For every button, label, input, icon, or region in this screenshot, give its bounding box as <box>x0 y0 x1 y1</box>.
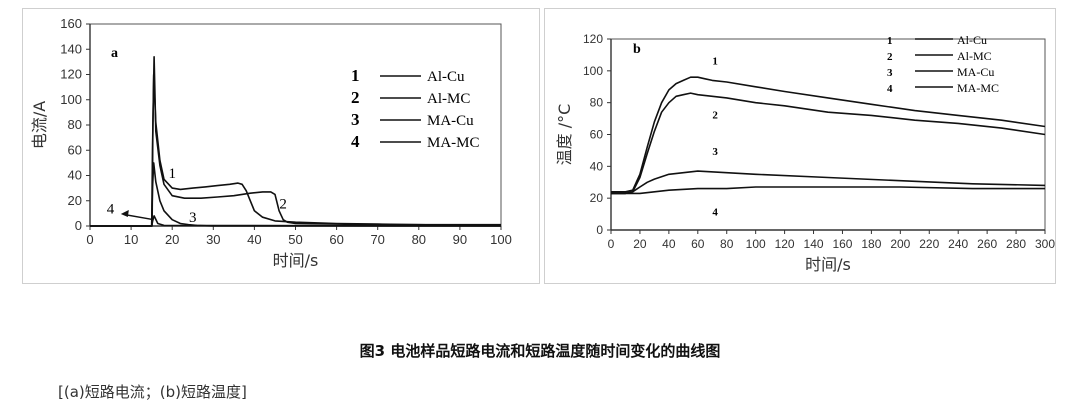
chart-a-x-tick-label: 80 <box>412 232 426 247</box>
chart-b-series-line-2 <box>611 92 1046 195</box>
chart-b-x-tick-label: 40 <box>662 237 676 251</box>
chart-a-y-tick-label: 80 <box>68 117 82 132</box>
figure-caption: 图3 电池样品短路电流和短路温度随时间变化的曲线图 <box>359 342 721 360</box>
figure-subcaption: [(a)短路电流；(b)短路温度] <box>58 383 247 401</box>
chart-a-y-tick-label: 140 <box>60 41 82 56</box>
chart-a-legend-label: Al-Cu <box>427 69 465 85</box>
chart-a-curve-label-1: 1 <box>168 166 176 182</box>
chart-b-x-tick-label: 300 <box>1035 237 1055 251</box>
chart-a-series-line-2 <box>90 56 501 227</box>
chart-a-svg: 0 10 20 30 40 50 60 70 80 90 100 0 20 40 60 80 100 120 140… <box>30 16 512 270</box>
chart-b-curve-label-3: 3 <box>712 146 718 158</box>
chart-a-y-tick-label: 60 <box>68 142 82 157</box>
chart-a-series-line-4 <box>90 215 502 227</box>
chart-b-legend-number: 2 <box>887 51 893 63</box>
chart-b-legend-label: Al-Cu <box>957 33 987 47</box>
chart-b-y-tick-label: 40 <box>590 159 604 173</box>
chart-a-x-tick-label: 20 <box>165 232 179 247</box>
chart-a-x-tick-label: 90 <box>453 232 467 247</box>
chart-b-x-tick-label: 80 <box>720 237 734 251</box>
chart-a-curve-label-2: 2 <box>279 196 287 212</box>
chart-a-y-tick-label: 120 <box>60 67 82 82</box>
chart-a-arrow-head <box>120 210 129 218</box>
chart-b-legend-number: 3 <box>887 67 893 79</box>
chart-b-legend-label: Al-MC <box>957 49 992 63</box>
chart-b-x-axis-label: 时间/s <box>805 255 851 274</box>
chart-a-x-tick-label: 30 <box>206 232 220 247</box>
chart-b-curve-label-4: 4 <box>712 207 718 219</box>
chart-b-curve-label-2: 2 <box>712 110 718 122</box>
chart-b-x-tick-label: 220 <box>919 237 939 251</box>
chart-b-x-tick-label: 180 <box>861 237 881 251</box>
chart-b-y-tick-label: 80 <box>590 96 604 110</box>
chart-b-y-tick-label: 120 <box>583 32 603 46</box>
chart-a-curve-label-4: 4 <box>107 201 115 217</box>
chart-a-x-tick-label: 70 <box>370 232 384 247</box>
chart-a-curve-label-3: 3 <box>189 210 197 226</box>
chart-b-legend-number: 1 <box>887 35 893 47</box>
chart-panel-b: 0 20 40 60 80 100 120 140 160 180 200 220 240 260 280 3… <box>544 8 1056 284</box>
chart-b-series-line-1 <box>611 76 1046 193</box>
chart-a-legend-number: 1 <box>351 66 360 85</box>
chart-a-y-tick-label: 40 <box>68 168 82 183</box>
chart-a-x-tick-label: 100 <box>490 232 512 247</box>
chart-a-y-axis-label: 电流/A <box>30 101 49 149</box>
chart-b-x-tick-label: 20 <box>633 237 647 251</box>
chart-a-y-tick-label: 20 <box>68 193 82 208</box>
chart-b-y-tick-label: 20 <box>590 191 604 205</box>
chart-a-y-tick-label: 100 <box>60 92 82 107</box>
chart-b-panel-letter: b <box>633 42 641 57</box>
chart-b-x-tick-label: 0 <box>608 237 615 251</box>
chart-b-y-axis-label: 温度 /°C <box>555 104 574 166</box>
chart-a-y-tick-label: 160 <box>60 16 82 31</box>
chart-b-x-tick-label: 280 <box>1006 237 1026 251</box>
chart-a-legend-number: 3 <box>351 110 360 129</box>
chart-a-legend-number: 4 <box>351 132 360 151</box>
chart-a-arrow-shaft <box>124 213 154 221</box>
chart-b-x-tick-label: 60 <box>691 237 705 251</box>
chart-b-series-line-4 <box>611 186 1045 195</box>
chart-a-x-axis-label: 时间/s <box>273 251 319 270</box>
chart-a-legend-label: MA-MC <box>427 135 480 151</box>
chart-a-x-tick-label: 50 <box>288 232 302 247</box>
chart-a-legend-label: Al-MC <box>427 91 470 107</box>
chart-panel-a: 0 10 20 30 40 50 60 70 80 90 100 0 20 40 60 80 100 120 140… <box>22 8 540 284</box>
chart-b-y-tick-label: 100 <box>583 64 603 78</box>
chart-b-y-tick-label: 60 <box>590 128 604 142</box>
chart-a-legend-number: 2 <box>351 88 360 107</box>
chart-a-x-tick-label: 40 <box>247 232 261 247</box>
chart-b-legend-label: MA-Cu <box>957 65 994 79</box>
chart-b-series-line-3 <box>611 170 1046 195</box>
chart-a-legend-label: MA-Cu <box>427 113 474 129</box>
chart-b-x-tick-label: 160 <box>832 237 852 251</box>
chart-a-x-tick-label: 60 <box>329 232 343 247</box>
chart-a-panel-letter: a <box>111 46 118 61</box>
chart-b-x-tick-label: 260 <box>977 237 997 251</box>
chart-b-legend-number: 4 <box>887 83 893 95</box>
chart-b-svg: 0 20 40 60 80 100 120 140 160 180 200 220 240 260 280 3… <box>555 32 1055 274</box>
chart-a-x-tick-label: 0 <box>86 232 93 247</box>
chart-b-x-tick-label: 200 <box>890 237 910 251</box>
chart-b-x-tick-label: 140 <box>804 237 824 251</box>
chart-a-x-tick-label: 10 <box>124 232 138 247</box>
chart-b-legend-label: MA-MC <box>957 81 999 95</box>
chart-b-curve-label-1: 1 <box>712 55 718 67</box>
chart-b-x-tick-label: 100 <box>746 237 766 251</box>
chart-b-y-tick-label: 0 <box>596 223 603 237</box>
chart-a-y-tick-label: 0 <box>75 218 82 233</box>
chart-b-x-tick-label: 240 <box>948 237 968 251</box>
chart-b-x-tick-label: 120 <box>775 237 795 251</box>
